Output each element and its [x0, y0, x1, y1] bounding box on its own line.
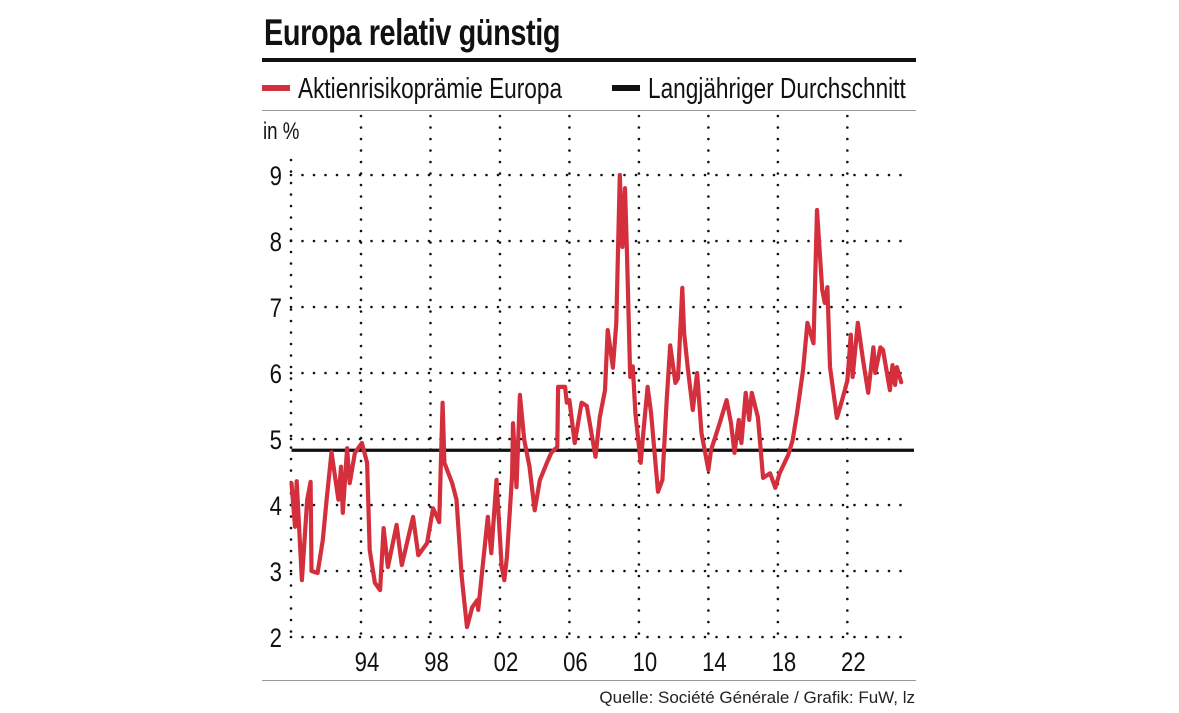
- legend-rule: [262, 110, 916, 111]
- x-tick-label: 22: [841, 648, 866, 678]
- source-credit: Quelle: Société Générale / Grafik: FuW, …: [599, 688, 915, 707]
- legend-label-risk-premium: Aktienrisikoprämie Europa: [298, 73, 563, 105]
- x-tick-label: 94: [355, 648, 380, 678]
- y-tick-label: 6: [270, 360, 282, 390]
- legend-swatch-risk-premium: [262, 85, 290, 91]
- title-rule: [262, 58, 916, 62]
- x-tick-label: 98: [424, 648, 449, 678]
- bottom-rule: [262, 680, 916, 681]
- y-tick-label: 5: [270, 426, 282, 456]
- x-tick-label: 18: [772, 648, 797, 678]
- y-tick-label: 8: [270, 228, 282, 258]
- y-tick-label: 7: [270, 294, 282, 324]
- series-line-risk-premium: [289, 172, 904, 630]
- legend-label-average: Langjähriger Durchschnitt: [648, 73, 906, 105]
- y-tick-label: 9: [270, 162, 282, 192]
- y-tick-label: 4: [270, 492, 282, 522]
- x-tick-label: 10: [633, 648, 658, 678]
- x-tick-label: 06: [563, 648, 588, 678]
- x-tick-label: 14: [702, 648, 727, 678]
- y-tick-label: 3: [270, 558, 282, 588]
- legend-swatch-average: [612, 85, 640, 91]
- x-tick-label: 02: [494, 648, 519, 678]
- y-axis-unit-label: in %: [263, 118, 300, 145]
- y-tick-label: 2: [270, 624, 282, 654]
- chart-title: Europa relativ günstig: [264, 12, 561, 53]
